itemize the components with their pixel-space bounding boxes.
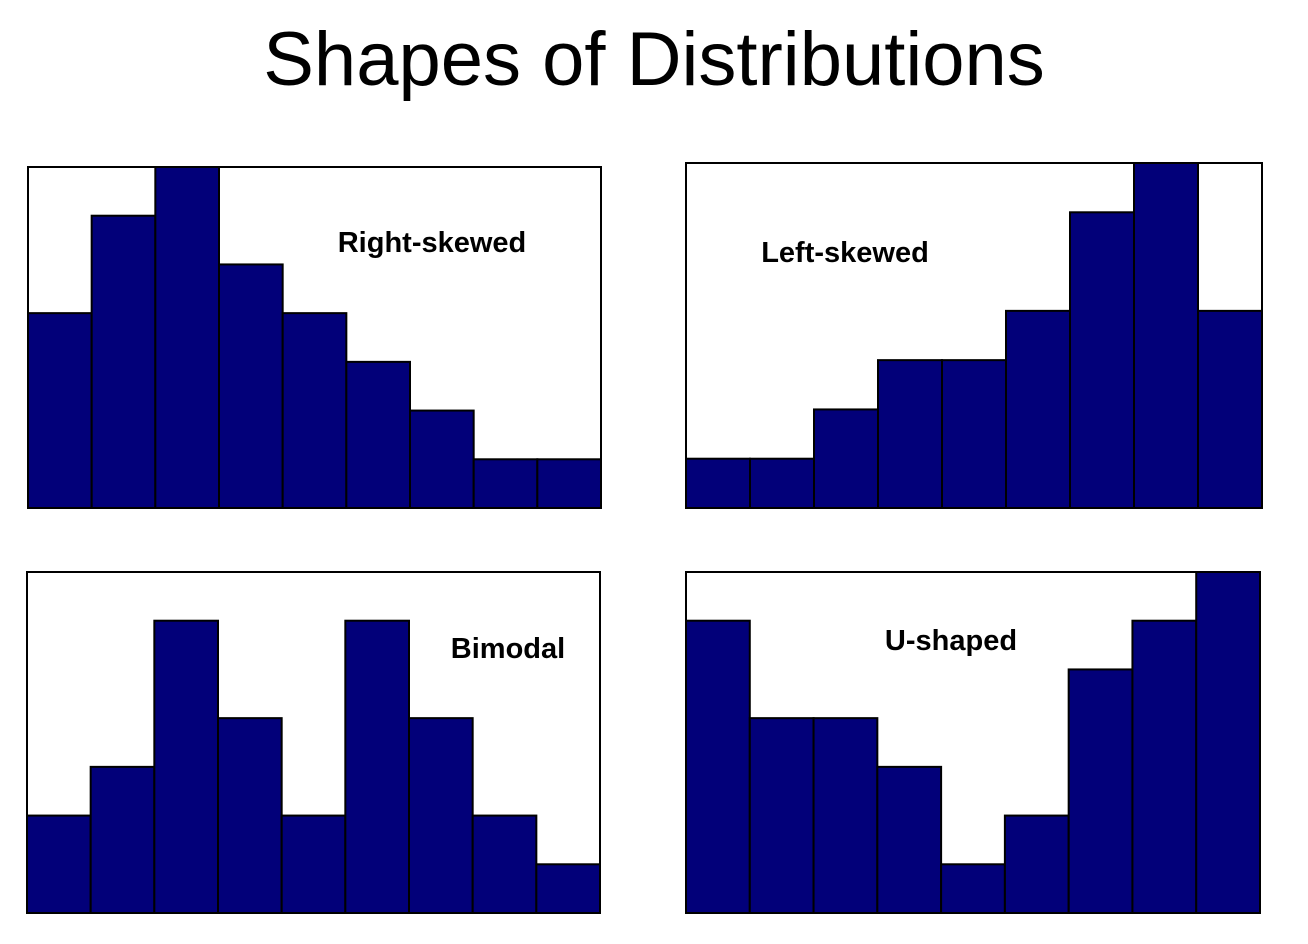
bar-bimodal-9	[535, 863, 602, 914]
bar-bimodal-6	[344, 619, 410, 915]
bar-left-skewed-9	[1197, 309, 1263, 509]
bar-bimodal-2	[89, 765, 156, 914]
bar-right-skewed-2	[90, 214, 157, 510]
bar-u-shaped-5	[940, 863, 1006, 914]
bar-left-skewed-3	[813, 408, 879, 509]
bar-right-skewed-1	[27, 312, 93, 510]
bar-u-shaped-2	[748, 717, 815, 915]
panel-left-skewed: Left-skewed	[685, 162, 1263, 510]
bar-right-skewed-4	[218, 263, 284, 509]
bar-left-skewed-1	[685, 457, 751, 509]
bar-bimodal-1	[26, 814, 92, 915]
bar-left-skewed-5	[941, 359, 1007, 510]
bar-right-skewed-8	[472, 458, 539, 510]
bar-bimodal-5	[280, 814, 347, 915]
bar-left-skewed-7	[1069, 211, 1135, 509]
bar-bimodal-4	[217, 717, 283, 915]
bar-u-shaped-9	[1195, 571, 1261, 914]
bar-u-shaped-8	[1131, 619, 1198, 915]
panel-label-u-shaped: U-shaped	[885, 625, 1017, 657]
bar-right-skewed-5	[281, 312, 348, 510]
panel-bimodal: Bimodal	[26, 571, 602, 915]
bar-left-skewed-4	[877, 359, 943, 510]
bar-u-shaped-4	[876, 765, 943, 914]
bar-left-skewed-8	[1133, 162, 1199, 509]
bar-u-shaped-7	[1067, 668, 1134, 914]
bar-left-skewed-6	[1005, 309, 1071, 509]
panel-label-right-skewed: Right-skewed	[338, 227, 527, 259]
bar-right-skewed-3	[154, 166, 220, 509]
bar-u-shaped-6	[1003, 814, 1070, 915]
bar-bimodal-8	[471, 814, 538, 915]
panel-right-skewed: Right-skewed	[27, 166, 603, 510]
bar-u-shaped-1	[685, 619, 751, 915]
bar-right-skewed-7	[409, 409, 475, 510]
bar-right-skewed-9	[536, 458, 603, 510]
bar-bimodal-3	[153, 619, 219, 915]
panel-label-left-skewed: Left-skewed	[761, 237, 929, 269]
panel-label-bimodal: Bimodal	[451, 633, 565, 665]
panel-u-shaped: U-shaped	[685, 571, 1261, 915]
bar-right-skewed-6	[345, 360, 411, 509]
bar-u-shaped-3	[812, 717, 879, 915]
bar-bimodal-7	[408, 717, 474, 915]
page-title: Shapes of Distributions	[263, 17, 1045, 102]
bar-left-skewed-2	[749, 457, 815, 509]
